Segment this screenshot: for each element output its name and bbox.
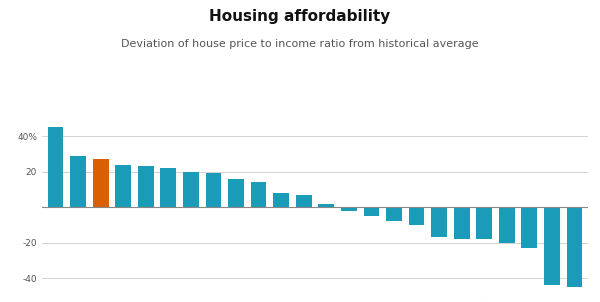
Bar: [183, 172, 199, 207]
Bar: [160, 168, 176, 207]
Bar: [364, 207, 379, 216]
Bar: [544, 207, 560, 285]
Bar: [386, 207, 402, 221]
Bar: [521, 207, 537, 248]
Bar: [319, 204, 334, 207]
Bar: [47, 127, 64, 207]
Bar: [341, 207, 357, 211]
Bar: [228, 179, 244, 207]
Text: Deviation of house price to income ratio from historical average: Deviation of house price to income ratio…: [121, 39, 479, 49]
Bar: [206, 173, 221, 207]
Bar: [296, 195, 311, 207]
Bar: [251, 182, 266, 207]
Bar: [454, 207, 470, 239]
Bar: [138, 166, 154, 207]
Bar: [499, 207, 515, 243]
Bar: [476, 207, 492, 239]
Bar: [273, 193, 289, 207]
Bar: [115, 165, 131, 207]
Bar: [431, 207, 447, 237]
Bar: [409, 207, 424, 225]
Bar: [70, 156, 86, 207]
Bar: [566, 207, 583, 287]
Bar: [93, 159, 109, 207]
Text: Housing affordability: Housing affordability: [209, 9, 391, 24]
